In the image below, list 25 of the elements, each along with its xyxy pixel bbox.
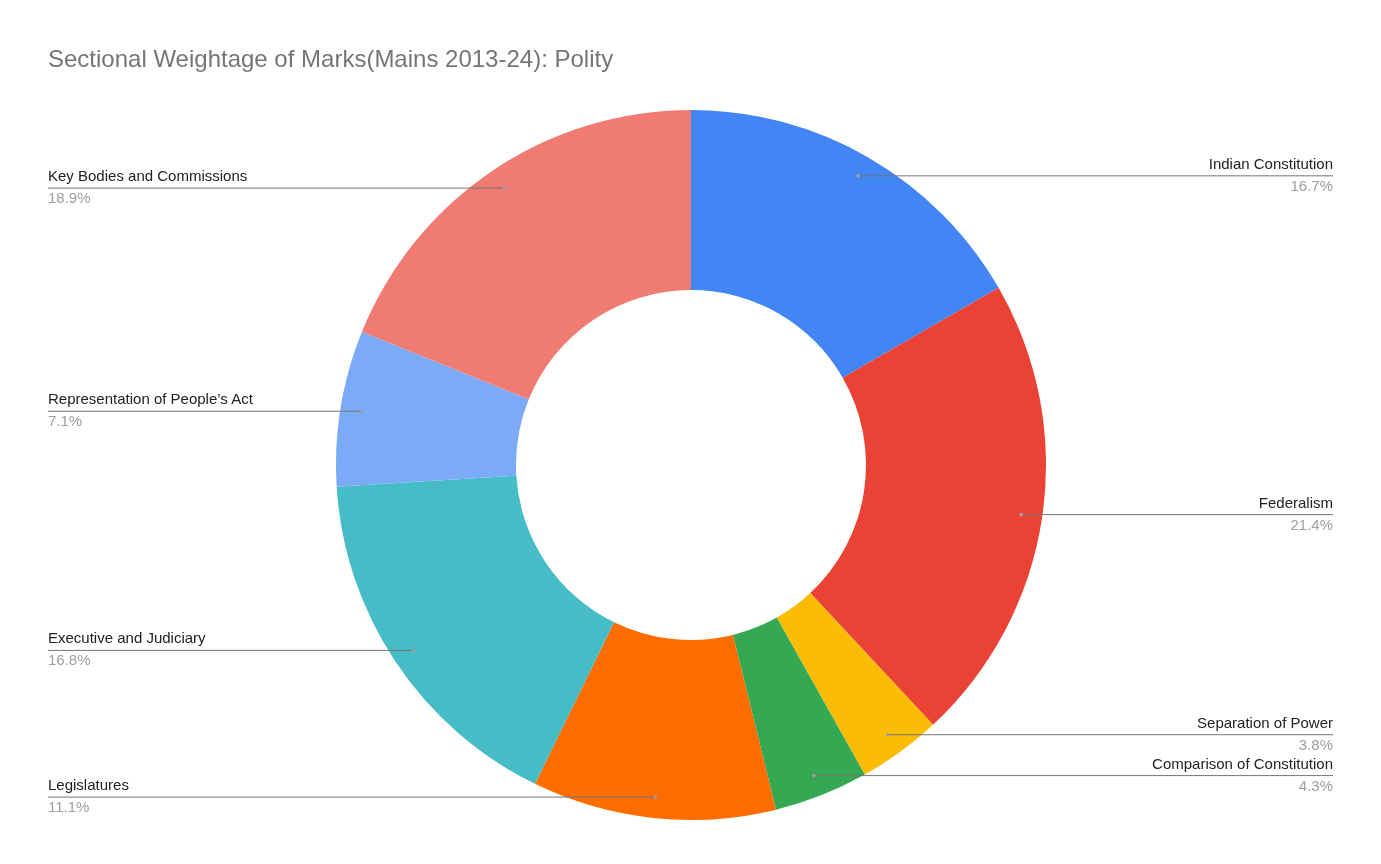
data-label: 7.1% <box>48 412 83 430</box>
data-label: 18.9% <box>48 189 91 207</box>
donut-slice <box>361 110 691 400</box>
slice-label: Legislatures <box>48 776 129 794</box>
data-label: 16.7% <box>1290 176 1333 194</box>
slice-label: Separation of Power <box>1197 713 1333 731</box>
slice-label: Key Bodies and Commissions <box>48 167 248 185</box>
slice-label: Indian Constitution <box>1208 154 1333 172</box>
donut-slice <box>810 287 1046 725</box>
slice-label: Representation of People’s Act <box>48 390 254 408</box>
donut-slice <box>732 617 865 810</box>
data-label: 21.4% <box>1290 515 1333 533</box>
data-label: 11.1% <box>48 798 90 816</box>
slice-label: Federalism <box>1258 493 1333 511</box>
data-label: 3.8% <box>1298 735 1333 753</box>
donut-slice <box>336 475 615 784</box>
donut-slice <box>691 110 999 378</box>
donut-slice <box>776 593 934 775</box>
donut-slice <box>336 331 529 487</box>
chart-title: Sectional Weightage of Marks(Mains 2013-24): Polity <box>48 45 614 72</box>
slice-label: Executive and Judiciary <box>48 629 207 647</box>
slice-label: Comparison of Constitution <box>1152 754 1333 772</box>
data-label: 16.8% <box>48 651 91 669</box>
data-label: 4.3% <box>1298 776 1333 794</box>
donut-slice <box>534 622 776 820</box>
